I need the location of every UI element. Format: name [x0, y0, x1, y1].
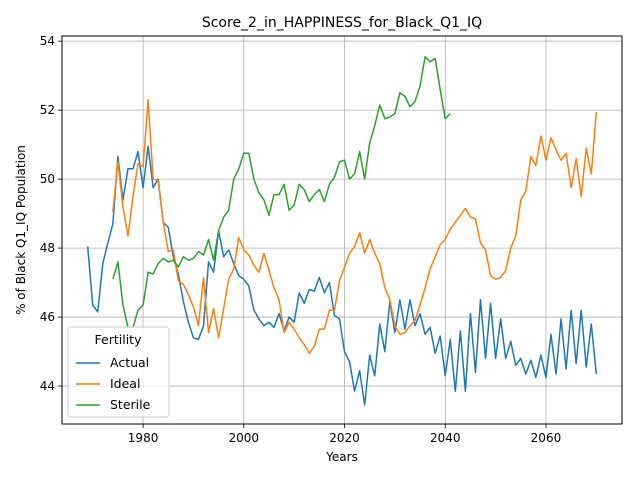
y-tick-label: 48 [40, 241, 55, 255]
y-tick-label: 52 [40, 103, 55, 117]
y-tick-label: 54 [40, 34, 55, 48]
y-tick-label: 46 [40, 310, 55, 324]
legend-label-actual: Actual [110, 355, 149, 370]
series-line-actual [86, 145, 598, 406]
series-line-ideal [112, 99, 598, 355]
legend-label-sterile: Sterile [110, 397, 151, 412]
series-lines [86, 55, 598, 406]
x-axis-label: Years [325, 450, 358, 464]
legend: Fertility Actual Ideal Sterile [67, 326, 170, 418]
ticks: 1980 2000 2020 2040 2060 44 46 48 50 52 54 [40, 34, 562, 445]
chart-title: Score_2_in_HAPPINESS_for_Black_Q1_IQ [202, 15, 482, 31]
y-axis-label: % of Black Q1_IQ Population [14, 145, 28, 315]
x-tick-label: 2060 [531, 431, 562, 445]
legend-label-ideal: Ideal [110, 376, 140, 391]
y-tick-label: 44 [40, 379, 55, 393]
series-line-sterile [112, 55, 451, 329]
legend-title: Fertility [95, 332, 143, 347]
x-tick-label: 2020 [329, 431, 360, 445]
legend-box [67, 326, 170, 418]
x-tick-label: 1980 [128, 431, 159, 445]
y-tick-label: 50 [40, 172, 55, 186]
x-tick-label: 2040 [430, 431, 461, 445]
plot-area-frame [61, 35, 623, 425]
x-tick-label: 2000 [229, 431, 260, 445]
